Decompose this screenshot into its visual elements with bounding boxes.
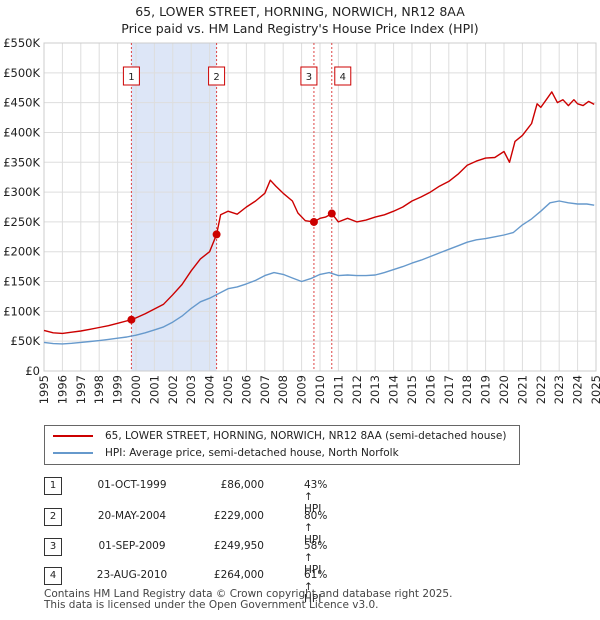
footer-line2: This data is licensed under the Open Gov… xyxy=(44,599,379,611)
x-tick-label: 2002 xyxy=(166,375,180,404)
legend-item-property: 65, LOWER STREET, HORNING, NORWICH, NR12… xyxy=(53,428,506,444)
sale-marker-label: 2 xyxy=(213,72,219,83)
sale-number-badge: 3 xyxy=(44,538,62,556)
x-tick-label: 2017 xyxy=(442,375,456,404)
sale-hpi-change: 43% ↑ HPI xyxy=(304,479,328,515)
sale-price: £249,950 xyxy=(213,540,264,552)
sale-marker-box xyxy=(334,66,352,86)
y-tick-label: £500K xyxy=(3,66,40,80)
y-tick-label: £450K xyxy=(3,96,40,110)
x-tick-label: 2005 xyxy=(221,375,235,404)
y-tick-label: £400K xyxy=(3,125,40,139)
y-tick-label: £100K xyxy=(3,304,40,318)
plot-frame xyxy=(43,42,597,372)
x-tick-label: 2000 xyxy=(129,375,143,404)
x-tick-label: 1999 xyxy=(111,375,125,404)
sale-number-badge: 4 xyxy=(44,567,62,585)
footer-attribution: Contains HM Land Registry data © Crown c… xyxy=(44,589,452,611)
x-tick-label: 2007 xyxy=(258,375,272,404)
x-tick-label: 2003 xyxy=(184,375,198,404)
sale-hpi-change: 58% ↑ HPI xyxy=(304,540,328,576)
x-tick-label: 2021 xyxy=(515,375,529,404)
property-price-line xyxy=(43,91,595,335)
legend-swatch-property xyxy=(53,435,93,437)
legend-label-hpi: HPI: Average price, semi-detached house,… xyxy=(105,447,399,459)
legend-item-hpi: HPI: Average price, semi-detached house,… xyxy=(53,445,399,461)
x-tick-label: 1998 xyxy=(92,375,106,404)
sale-date: 01-OCT-1999 xyxy=(97,479,167,491)
x-tick-label: 2009 xyxy=(295,375,309,404)
chart-title-line2: Price paid vs. HM Land Registry's House … xyxy=(121,21,479,36)
x-tick-label: 2022 xyxy=(534,375,548,404)
sale-date: 23-AUG-2010 xyxy=(96,569,168,581)
y-tick-label: £50K xyxy=(11,334,41,348)
x-tick-label: 1997 xyxy=(74,375,88,404)
x-tick-label: 2015 xyxy=(405,375,419,404)
x-tick-label: 2010 xyxy=(313,375,327,404)
sale-point xyxy=(327,209,336,218)
y-tick-label: £300K xyxy=(3,185,40,199)
y-tick-label: £200K xyxy=(3,245,40,259)
sale-number-badge: 2 xyxy=(44,508,62,526)
x-tick-label: 1995 xyxy=(37,375,51,404)
sale-marker-box xyxy=(208,66,226,86)
sale-number-badge: 1 xyxy=(44,477,62,495)
x-tick-label: 2024 xyxy=(571,375,585,404)
sale-date: 01-SEP-2009 xyxy=(98,540,166,552)
y-tick-label: £550K xyxy=(3,36,40,50)
shaded-period xyxy=(131,43,217,371)
sale-date: 20-MAY-2004 xyxy=(97,510,167,522)
price-chart: £0 £50K £100K £150K £200K £250K £300K £350K £400… xyxy=(3,36,600,404)
x-tick-label: 2016 xyxy=(423,375,437,404)
y-tick-label: £150K xyxy=(3,275,40,289)
x-tick-label: 2023 xyxy=(552,375,566,404)
legend-label-property: 65, LOWER STREET, HORNING, NORWICH, NR12… xyxy=(105,430,507,442)
x-tick-label: 2020 xyxy=(497,375,511,404)
x-tick-label: 2025 xyxy=(589,375,600,404)
sale-price: £86,000 xyxy=(220,479,264,491)
x-tick-label: 2018 xyxy=(460,375,474,404)
chart-title-line1: 65, LOWER STREET, HORNING, NORWICH, NR12… xyxy=(135,4,465,19)
x-tick-label: 1996 xyxy=(55,375,69,404)
y-tick-label: £350K xyxy=(3,155,40,169)
sale-marker-label: 4 xyxy=(340,72,346,83)
sale-hpi-change: 80% ↑ HPI xyxy=(304,510,328,546)
sale-marker-box xyxy=(300,66,318,86)
x-tick-label: 2006 xyxy=(239,375,253,404)
x-tick-label: 2012 xyxy=(350,375,364,404)
x-tick-label: 2004 xyxy=(203,375,217,404)
sale-point xyxy=(212,230,221,239)
sale-point xyxy=(127,315,136,324)
sale-price: £229,000 xyxy=(213,510,264,522)
sale-marker-box xyxy=(122,66,140,86)
sale-marker-label: 1 xyxy=(128,72,134,83)
sale-point xyxy=(309,217,318,226)
x-tick-label: 2008 xyxy=(276,375,290,404)
sale-price: £264,000 xyxy=(213,569,264,581)
sale-hpi-change: 61% ↑ HPI xyxy=(304,569,328,605)
x-tick-label: 2001 xyxy=(147,375,161,404)
sale-marker-label: 3 xyxy=(306,72,312,83)
footer-line1: Contains HM Land Registry data © Crown c… xyxy=(44,588,453,600)
x-tick-label: 2013 xyxy=(368,375,382,404)
x-tick-label: 2014 xyxy=(387,375,401,404)
legend-swatch-hpi xyxy=(53,452,93,454)
x-tick-label: 2011 xyxy=(331,375,345,404)
x-tick-label: 2019 xyxy=(479,375,493,404)
y-tick-label: £250K xyxy=(3,215,40,229)
legend: 65, LOWER STREET, HORNING, NORWICH, NR12… xyxy=(44,425,520,465)
hpi-line xyxy=(43,200,595,345)
y-tick-label: £0 xyxy=(25,364,40,378)
